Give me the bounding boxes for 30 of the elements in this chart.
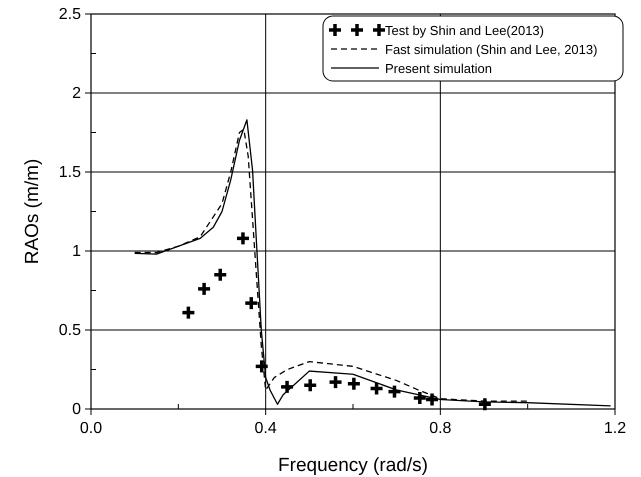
point bbox=[244, 295, 260, 311]
point bbox=[180, 304, 196, 320]
x-tick-label: 1.2 bbox=[604, 420, 626, 437]
x-tick-label: 0.8 bbox=[429, 420, 452, 437]
x-tick-label: 0.4 bbox=[254, 420, 277, 437]
point bbox=[196, 281, 212, 297]
legend-label: Present simulation bbox=[385, 61, 492, 76]
point bbox=[328, 374, 344, 390]
point bbox=[386, 384, 402, 400]
point bbox=[346, 376, 362, 392]
point bbox=[424, 392, 440, 408]
y-tick-label: 1.5 bbox=[58, 164, 82, 181]
y-tick-label: 0 bbox=[72, 401, 82, 418]
y-tick-label: 1 bbox=[72, 243, 82, 260]
x-tick-label: 0.0 bbox=[80, 420, 102, 437]
legend-label: Fast simulation (Shin and Lee, 2013) bbox=[385, 42, 598, 57]
point bbox=[254, 358, 270, 374]
y-tick-label: 2 bbox=[72, 85, 82, 102]
point bbox=[477, 396, 493, 412]
point bbox=[279, 379, 295, 395]
point bbox=[302, 378, 318, 394]
point bbox=[368, 380, 384, 396]
point bbox=[235, 230, 251, 246]
y-tick-label: 0.5 bbox=[58, 322, 82, 339]
legend-label: Test by Shin and Lee(2013) bbox=[385, 23, 544, 38]
y-tick-label: 2.5 bbox=[58, 6, 82, 23]
point bbox=[412, 390, 428, 406]
y-axis-title: RAOs (m/m) bbox=[22, 158, 43, 264]
point bbox=[212, 266, 228, 282]
x-axis-title: Frequency (rad/s) bbox=[278, 455, 428, 476]
